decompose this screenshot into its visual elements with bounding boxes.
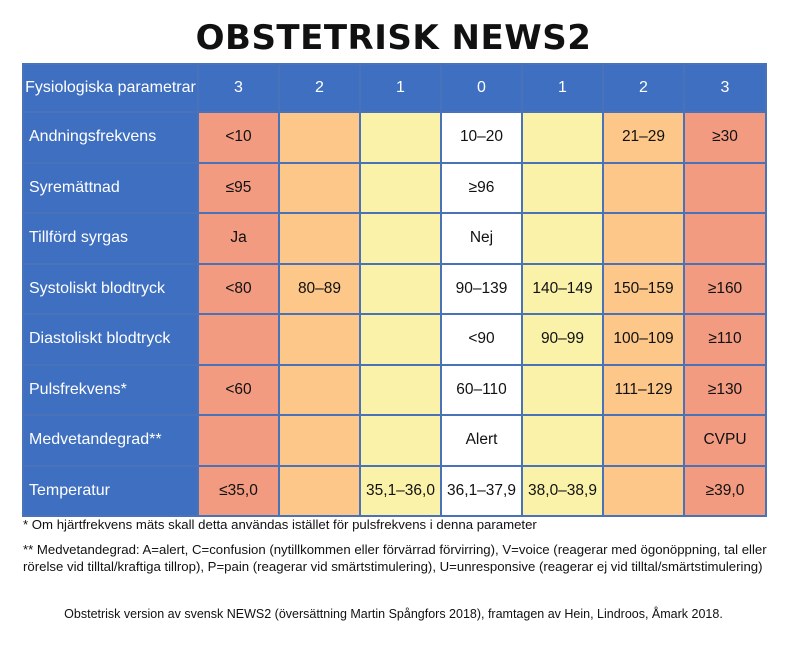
table-row: Syremättnad ≤95 ≥96 [22, 161, 767, 214]
score-cell: 38,0–38,9 [521, 464, 604, 517]
footnote-pulse: * Om hjärtfrekvens mäts skall detta anvä… [23, 517, 537, 532]
parameter-column-header: Fysiologiska parametrar [22, 63, 199, 113]
score-header: 1 [521, 63, 604, 113]
score-cell: Nej [440, 212, 523, 265]
score-cell: ≥130 [683, 363, 767, 416]
score-cell [359, 111, 442, 164]
score-cell: 150–159 [602, 262, 685, 315]
score-cell [602, 161, 685, 214]
score-header: 0 [440, 63, 523, 113]
score-cell [278, 161, 361, 214]
page-title: OBSTETRISK NEWS2 [195, 18, 592, 58]
score-cell [278, 363, 361, 416]
score-header: 2 [602, 63, 685, 113]
score-cell [359, 313, 442, 366]
score-cell: <60 [197, 363, 280, 416]
footnotes: * Om hjärtfrekvens mäts skall detta anvä… [23, 516, 768, 575]
table-row: Tillförd syrgas Ja Nej [22, 212, 767, 265]
score-cell [683, 161, 767, 214]
score-header: 2 [278, 63, 361, 113]
news2-score-table: Fysiologiska parametrar 3 2 1 0 1 2 3 An… [22, 63, 767, 517]
parameter-label: Pulsfrekvens* [22, 363, 199, 416]
score-cell: 60–110 [440, 363, 523, 416]
score-cell: 111–129 [602, 363, 685, 416]
score-cell: ≥160 [683, 262, 767, 315]
score-cell [521, 212, 604, 265]
score-cell [359, 363, 442, 416]
score-cell: ≥39,0 [683, 464, 767, 517]
score-header: 3 [197, 63, 280, 113]
source-credit: Obstetrisk version av svensk NEWS2 (över… [64, 607, 723, 621]
footnote-consciousness: ** Medvetandegrad: A=alert, C=confusion … [23, 542, 767, 574]
parameter-label: Syremättnad [22, 161, 199, 214]
score-cell: 140–149 [521, 262, 604, 315]
score-cell: CVPU [683, 414, 767, 467]
score-cell [683, 212, 767, 265]
table-row: Pulsfrekvens* <60 60–110 111–129 ≥130 [22, 363, 767, 416]
parameter-label: Medvetandegrad** [22, 414, 199, 467]
parameter-label: Diastoliskt blodtryck [22, 313, 199, 366]
score-cell [602, 414, 685, 467]
score-cell: ≥30 [683, 111, 767, 164]
parameter-label: Temperatur [22, 464, 199, 517]
score-cell [278, 111, 361, 164]
table-row: Andningsfrekvens <10 10–20 21–29 ≥30 [22, 111, 767, 164]
score-cell: 80–89 [278, 262, 361, 315]
score-cell [359, 262, 442, 315]
score-cell [278, 212, 361, 265]
score-cell: 36,1–37,9 [440, 464, 523, 517]
score-cell: 21–29 [602, 111, 685, 164]
score-cell [602, 464, 685, 517]
score-cell [278, 464, 361, 517]
score-cell [278, 414, 361, 467]
score-cell: ≥96 [440, 161, 523, 214]
score-cell: 100–109 [602, 313, 685, 366]
score-cell: <90 [440, 313, 523, 366]
score-cell: ≥110 [683, 313, 767, 366]
score-cell: 10–20 [440, 111, 523, 164]
score-cell: <80 [197, 262, 280, 315]
score-cell: Alert [440, 414, 523, 467]
score-cell [602, 212, 685, 265]
parameter-label: Andningsfrekvens [22, 111, 199, 164]
score-cell: 90–99 [521, 313, 604, 366]
table-row: Diastoliskt blodtryck <90 90–99 100–109 … [22, 313, 767, 366]
score-cell [521, 363, 604, 416]
table-row: Systoliskt blodtryck <80 80–89 90–139 14… [22, 262, 767, 315]
score-cell [359, 161, 442, 214]
score-cell [197, 414, 280, 467]
table-row: Medvetandegrad** Alert CVPU [22, 414, 767, 467]
score-cell [521, 111, 604, 164]
parameter-label: Tillförd syrgas [22, 212, 199, 265]
score-header: 1 [359, 63, 442, 113]
score-header: 3 [683, 63, 767, 113]
score-cell [359, 212, 442, 265]
score-cell: ≤95 [197, 161, 280, 214]
score-cell [521, 414, 604, 467]
score-cell [521, 161, 604, 214]
score-cell [278, 313, 361, 366]
score-cell: 35,1–36,0 [359, 464, 442, 517]
header-row: Fysiologiska parametrar 3 2 1 0 1 2 3 [22, 63, 767, 113]
score-cell [359, 414, 442, 467]
score-cell [197, 313, 280, 366]
parameter-label: Systoliskt blodtryck [22, 262, 199, 315]
table-row: Temperatur ≤35,0 35,1–36,0 36,1–37,9 38,… [22, 464, 767, 517]
score-cell: 90–139 [440, 262, 523, 315]
score-cell: Ja [197, 212, 280, 265]
score-cell: <10 [197, 111, 280, 164]
score-cell: ≤35,0 [197, 464, 280, 517]
